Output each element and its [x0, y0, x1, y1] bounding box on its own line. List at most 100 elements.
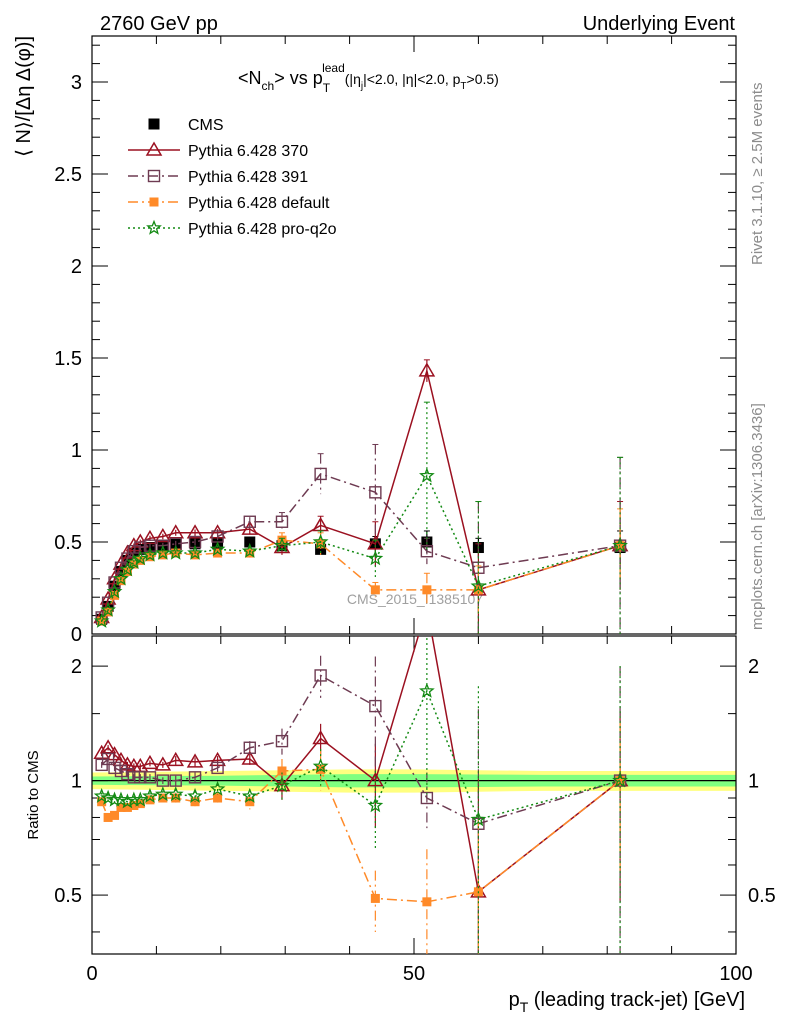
- legend-label: Pythia 6.428 370: [188, 143, 308, 160]
- ratio-point: [167, 751, 185, 767]
- data-point: [418, 362, 436, 377]
- data-point: [367, 550, 384, 566]
- data-point: [241, 520, 259, 535]
- legend-entry-cms: CMS: [148, 117, 224, 134]
- legend-entry-pq2o: Pythia 6.428 pro-q2o: [128, 219, 337, 238]
- x-tick-label: 100: [719, 963, 752, 985]
- analysis-watermark: CMS_2015_I1385107: [347, 591, 483, 607]
- data-point: [154, 527, 172, 543]
- data-point: [367, 535, 384, 550]
- data-point: [93, 612, 110, 628]
- ratio-point: [369, 699, 382, 713]
- data-point: [142, 546, 158, 562]
- plot-title: <Nch> vs pTlead(|ηj|<2.0, |η|<2.0, pT>0.…: [238, 61, 499, 95]
- ratio-point: [132, 791, 149, 807]
- data-point: [106, 583, 123, 599]
- ratio-tick-label-right: 2: [748, 656, 759, 678]
- data-point: [190, 550, 200, 560]
- ratio-axis-title: Ratio to CMS: [25, 750, 42, 839]
- ratio-point: [367, 797, 384, 813]
- ratio-point: [141, 754, 159, 770]
- ratio-tick-label-left: 2: [71, 656, 82, 678]
- data-point: [420, 545, 434, 558]
- ratio-point: [187, 787, 203, 803]
- ratio-point: [314, 669, 327, 682]
- data-point: [154, 544, 171, 560]
- data-point: [243, 515, 256, 528]
- ratio-point: [121, 767, 134, 781]
- ratio-point: [158, 793, 168, 803]
- ratio-point: [245, 797, 255, 807]
- data-point: [473, 585, 483, 595]
- data-point: [418, 467, 435, 483]
- ratio-point: [114, 764, 128, 778]
- series-p370: [93, 359, 629, 954]
- ratio-point: [370, 893, 380, 903]
- y-tick-label: 0.5: [54, 532, 82, 554]
- ratio-tick-label-right: 1: [748, 771, 759, 793]
- data-point: [315, 543, 327, 555]
- ratio-point: [274, 777, 290, 793]
- data-point: [186, 524, 204, 539]
- ratio-point: [142, 787, 158, 803]
- data-point: [275, 515, 289, 528]
- data-point: [119, 561, 136, 577]
- data-point: [244, 536, 256, 548]
- series-main-pq2o: [93, 401, 628, 634]
- ratio-point: [116, 802, 126, 812]
- ratio-point: [470, 811, 487, 827]
- ratio-point: [100, 789, 116, 805]
- ratio-point: [171, 793, 181, 803]
- ratio-point: [167, 786, 184, 802]
- watermark-layer: CMS_2015_I1385107: [347, 591, 483, 607]
- legend-entry-p370: Pythia 6.428 370: [128, 141, 308, 160]
- data-point: [122, 566, 132, 576]
- y-axis-title: ⟨ N⟩/[Δη Δ(φ)]: [13, 36, 35, 157]
- ratio-point: [143, 771, 157, 784]
- data-series: [93, 359, 629, 954]
- header-event-label: Underlying Event: [583, 13, 736, 35]
- ratio-point: [312, 758, 329, 774]
- legend-entry-pdef: Pythia 6.428 default: [128, 195, 330, 212]
- ratio-point: [615, 776, 625, 786]
- ratio-point: [122, 802, 132, 812]
- ratio-frame: [91, 635, 737, 955]
- data-point: [132, 550, 149, 566]
- mcplots-reference-label: mcplots.cern.ch [arXiv:1306.3436]: [749, 403, 766, 630]
- series-main-p391: [95, 443, 627, 634]
- data-point: [369, 486, 382, 499]
- ratio-point: [135, 799, 145, 809]
- y-tick-label: 2.5: [54, 164, 82, 186]
- ratio-point: [275, 734, 289, 748]
- data-point: [370, 585, 380, 595]
- data-point: [158, 550, 168, 560]
- ratio-point: [154, 786, 171, 802]
- legend: CMS Pythia 6.428 370 Pythia 6.428 391 Pythi…: [128, 117, 337, 238]
- ratio-point: [127, 771, 141, 784]
- data-point: [612, 537, 628, 553]
- legend-label: Pythia 6.428 default: [188, 195, 330, 212]
- ratio-point: [101, 752, 115, 766]
- data-point: [167, 544, 184, 560]
- legend-marker: [147, 169, 161, 183]
- data-point: [129, 559, 139, 569]
- ratio-point: [422, 897, 432, 907]
- ratio-point: [103, 812, 113, 822]
- ratio-point: [312, 730, 329, 745]
- x-tick-label: 0: [86, 963, 97, 985]
- data-point: [113, 570, 129, 586]
- ratio-point: [110, 810, 120, 820]
- data-point: [143, 539, 157, 552]
- series-pq2o: [93, 401, 628, 954]
- y-tick-label: 0: [71, 624, 82, 646]
- ratio-tick-label-left: 1: [71, 771, 82, 793]
- legend-marker: [146, 219, 162, 235]
- x-axis-title: pT (leading track-jet) [GeV]: [509, 989, 745, 1015]
- rivet-version-label: Rivet 3.1.10, ≥ 2.5M events: [749, 83, 766, 266]
- ratio-point: [93, 787, 110, 803]
- ratio-point: [418, 682, 435, 698]
- ratio-point: [186, 753, 204, 768]
- ratio-point: [367, 772, 384, 787]
- data-point: [103, 607, 113, 617]
- ratio-tick-label-left: 0.5: [54, 885, 82, 907]
